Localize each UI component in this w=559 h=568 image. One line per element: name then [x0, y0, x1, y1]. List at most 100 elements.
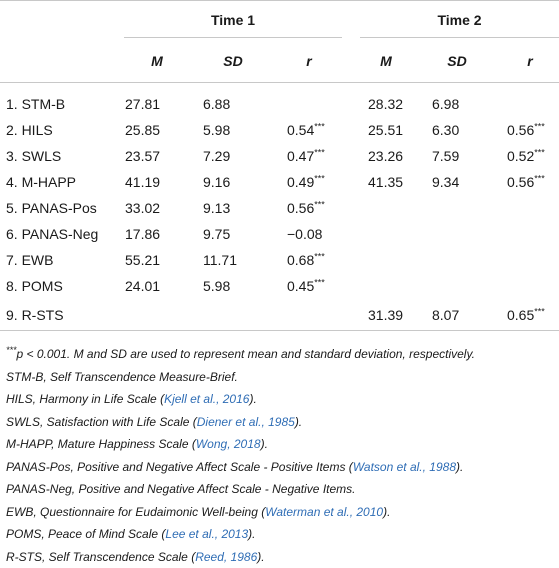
row-label: 6. PANAS-Neg	[6, 226, 98, 242]
table-row: 8. POMS 24.01 5.98 0.45***	[0, 278, 559, 304]
note-poms-citation-link[interactable]: Lee et al., 2013	[165, 527, 248, 541]
row-label: 2. HILS	[6, 122, 53, 138]
col-header-t1-m: M	[127, 53, 187, 69]
significance-marker: ***	[314, 199, 325, 209]
cell-value: 33.02	[125, 200, 160, 216]
cell-t2m: 41.35	[368, 174, 403, 190]
group-header-time2: Time 2	[360, 12, 559, 28]
significance-marker: ***	[534, 121, 545, 131]
cell-t1m: 24.01	[125, 278, 160, 294]
cell-value: 31.39	[368, 307, 403, 323]
significance-marker: ***	[314, 173, 325, 183]
note-r-sts-citation-link[interactable]: Reed, 1986	[195, 550, 257, 564]
row-label: 8. POMS	[6, 278, 63, 294]
cell-t1sd: 7.29	[203, 148, 230, 164]
cell-t1m: 23.57	[125, 148, 160, 164]
cell-value: 0.45	[287, 278, 314, 294]
cell-value: 5.98	[203, 122, 230, 138]
cell-t1m: 33.02	[125, 200, 160, 216]
cell-value: 0.68	[287, 252, 314, 268]
table-row: 6. PANAS-Neg 17.86 9.75 −0.08	[0, 226, 559, 252]
significance-marker: ***	[314, 251, 325, 261]
cell-t1sd: 11.71	[203, 252, 237, 268]
note-m-happ: M-HAPP, Mature Happiness Scale (Wong, 20…	[6, 433, 556, 456]
note-panas-pos-text: PANAS-Pos, Positive and Negative Affect …	[6, 460, 353, 474]
cell-value: 28.32	[368, 96, 403, 112]
cell-value: 23.57	[125, 148, 160, 164]
note-r-sts-text: R-STS, Self Transcendence Scale (	[6, 550, 195, 564]
note-panas-neg: PANAS-Neg, Positive and Negative Affect …	[6, 478, 556, 501]
cell-value: 6.98	[432, 96, 459, 112]
cell-t2sd: 7.59	[432, 148, 459, 164]
cell-t1m: 41.19	[125, 174, 160, 190]
cell-value: 7.29	[203, 148, 230, 164]
cell-value: 17.86	[125, 226, 160, 242]
cell-value: 25.51	[368, 122, 403, 138]
note-ewb: EWB, Questionnaire for Eudaimonic Well-b…	[6, 501, 556, 524]
col-header-t2-r: r	[500, 53, 559, 69]
note-swls-citation-link[interactable]: Diener et al., 1985	[197, 415, 295, 429]
cell-value: 23.26	[368, 148, 403, 164]
note-swls-text: SWLS, Satisfaction with Life Scale (	[6, 415, 197, 429]
cell-value: 9.34	[432, 174, 459, 190]
row-label: 4. M-HAPP	[6, 174, 76, 190]
cell-value: 0.52	[507, 148, 534, 164]
group-rule-time2	[360, 37, 559, 38]
cell-t1sd: 9.75	[203, 226, 230, 242]
cell-t2m: 31.39	[368, 307, 403, 323]
cell-t1m: 55.21	[125, 252, 160, 268]
cell-value: 9.13	[203, 200, 230, 216]
table-top-rule	[0, 0, 559, 1]
note-panas-pos: PANAS-Pos, Positive and Negative Affect …	[6, 456, 556, 479]
cell-t1m: 25.85	[125, 122, 160, 138]
significance-marker: ***	[314, 277, 325, 287]
cell-t2sd: 6.30	[432, 122, 459, 138]
cell-value: 0.56	[507, 122, 534, 138]
note-panas-pos-citation-link[interactable]: Watson et al., 1988	[353, 460, 456, 474]
cell-t1sd: 9.13	[203, 200, 230, 216]
note-ewb-citation-link[interactable]: Waterman et al., 2010	[265, 505, 383, 519]
table-row: 7. EWB 55.21 11.71 0.68***	[0, 252, 559, 278]
cell-value: 9.75	[203, 226, 230, 242]
note-significance: ***p < 0.001. M and SD are used to repre…	[6, 343, 556, 366]
significance-marker: ***	[534, 147, 545, 157]
note-close: ).	[248, 527, 255, 541]
note-m-happ-text: M-HAPP, Mature Happiness Scale (	[6, 437, 196, 451]
cell-value: 24.01	[125, 278, 160, 294]
cell-t1r: 0.47***	[287, 148, 325, 164]
row-label: 7. EWB	[6, 252, 53, 268]
row-label: 9. R-STS	[6, 307, 64, 323]
note-ewb-text: EWB, Questionnaire for Eudaimonic Well-b…	[6, 505, 265, 519]
cell-t1sd: 9.16	[203, 174, 230, 190]
note-poms: POMS, Peace of Mind Scale (Lee et al., 2…	[6, 523, 556, 546]
col-header-t1-r: r	[279, 53, 339, 69]
note-m-happ-citation-link[interactable]: Wong, 2018	[196, 437, 261, 451]
table-row: 2. HILS 25.85 5.98 0.54*** 25.51 6.30 0.56***	[0, 122, 559, 148]
cell-t1r: 0.54***	[287, 122, 325, 138]
cell-t2m: 25.51	[368, 122, 403, 138]
cell-t2r: 0.52***	[507, 148, 545, 164]
group-header-time1: Time 1	[124, 12, 342, 28]
header-bottom-rule	[0, 82, 559, 83]
cell-t1m: 27.81	[125, 96, 160, 112]
cell-t2m: 23.26	[368, 148, 403, 164]
cell-value: 11.71	[203, 252, 237, 268]
cell-value: 0.56	[287, 200, 314, 216]
cell-t2r: 0.65***	[507, 307, 545, 323]
cell-value: 0.49	[287, 174, 314, 190]
cell-value: 5.98	[203, 278, 230, 294]
cell-t1r: −0.08	[287, 226, 322, 242]
note-hils-citation-link[interactable]: Kjell et al., 2016	[164, 392, 249, 406]
cell-t1r: 0.68***	[287, 252, 325, 268]
significance-marker: ***	[534, 306, 545, 316]
cell-t1sd: 5.98	[203, 122, 230, 138]
cell-value: 6.88	[203, 96, 230, 112]
cell-t2sd: 8.07	[432, 307, 459, 323]
cell-t2sd: 9.34	[432, 174, 459, 190]
cell-t2sd: 6.98	[432, 96, 459, 112]
cell-value: 25.85	[125, 122, 160, 138]
cell-value: 6.30	[432, 122, 459, 138]
